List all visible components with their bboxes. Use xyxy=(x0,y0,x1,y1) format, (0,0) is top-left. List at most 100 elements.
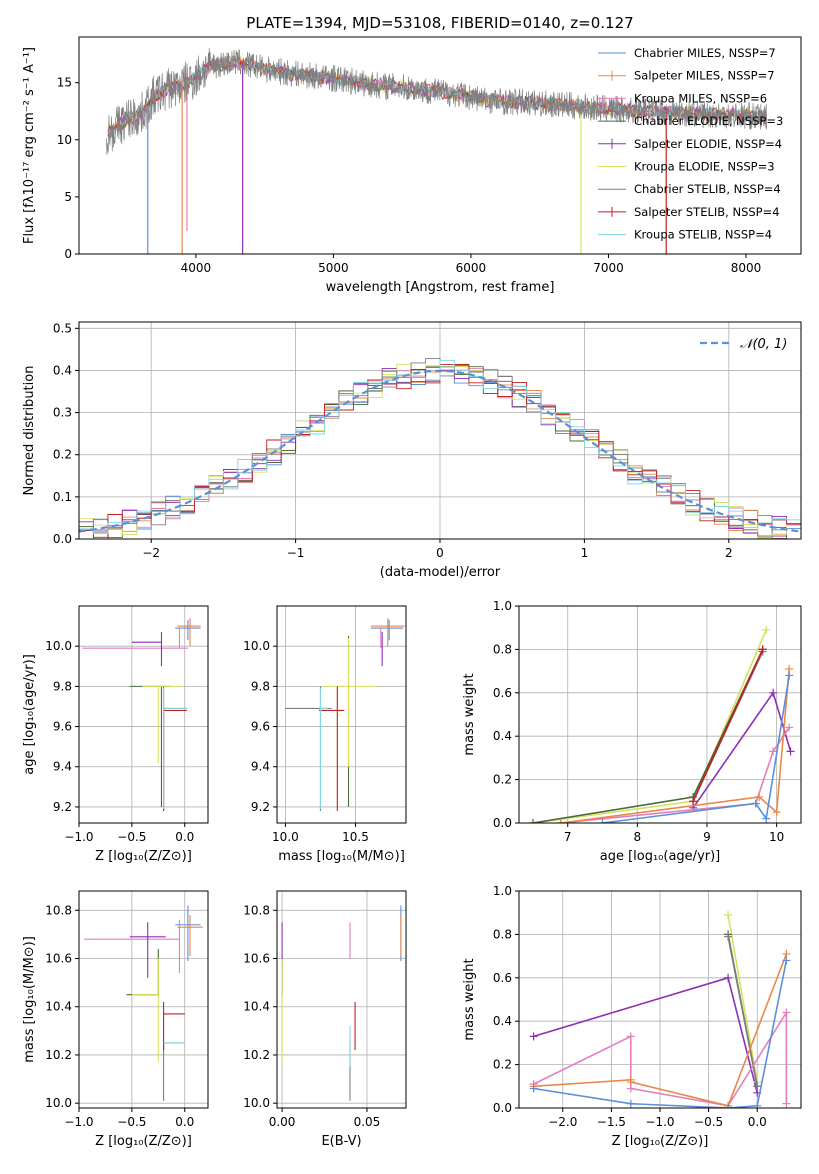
y-tick-label: 0.2 xyxy=(493,1058,512,1072)
y-tick-label: 0.6 xyxy=(493,686,512,700)
x-axis-label: Z [log₁₀(Z/Z⊙)] xyxy=(95,1134,192,1149)
legend-entry: Kroupa MILES, NSSP=6 xyxy=(634,91,767,105)
y-tick-label: 0.4 xyxy=(493,1014,512,1028)
mass-weight-line xyxy=(560,727,790,823)
x-tick-label: −1.0 xyxy=(645,1115,674,1129)
y-tick-label: 10.0 xyxy=(243,1096,270,1110)
y-tick-label: 5 xyxy=(64,190,72,204)
residual-histogram xyxy=(79,359,801,539)
y-tick-label: 15 xyxy=(57,76,72,90)
axes-frame xyxy=(518,605,802,824)
y-axis-label: age [log₁₀(age/yr)] xyxy=(22,654,37,775)
plus-marker xyxy=(772,808,781,817)
x-tick-label: 0.05 xyxy=(354,1115,381,1129)
axes-frame xyxy=(78,890,209,1109)
plus-marker xyxy=(785,671,794,680)
legend-entry: 𝒩(0, 1) xyxy=(740,337,787,352)
plus-marker xyxy=(786,747,795,756)
plus-marker xyxy=(724,1104,733,1108)
x-tick-label: 0 xyxy=(436,546,444,560)
axes-frame xyxy=(78,36,802,255)
y-axis-label: Normed distribution xyxy=(22,366,37,496)
y-tick-label: 10.4 xyxy=(243,1000,270,1014)
x-tick-label: 10.0 xyxy=(272,830,299,844)
plus-marker xyxy=(626,1077,635,1086)
x-axis-label: wavelength [Angstrom, rest frame] xyxy=(326,280,555,295)
y-tick-label: 10.8 xyxy=(45,903,72,917)
legend-entry: Salpeter MILES, NSSP=7 xyxy=(634,69,775,83)
y-tick-label: 9.6 xyxy=(251,720,270,734)
axes-frame xyxy=(78,605,209,824)
plus-marker xyxy=(753,1082,762,1091)
residual-histogram xyxy=(79,358,801,539)
y-tick-label: 0.6 xyxy=(493,971,512,985)
plus-marker xyxy=(769,747,778,756)
plus-marker xyxy=(529,1084,538,1093)
y-tick-label: 10.6 xyxy=(45,952,72,966)
plus-marker xyxy=(753,1101,762,1108)
x-axis-label: age [log₁₀(age/yr)] xyxy=(600,849,721,864)
mass-weight-vs-age-panel: 7 8 9 10 0.0 0.2 0.4 0.6 0.8 1.0 age [log₁₀(age/yr… xyxy=(462,599,802,864)
x-tick-label: 9 xyxy=(703,830,711,844)
plus-marker xyxy=(762,814,771,823)
plus-marker xyxy=(528,819,537,823)
y-tick-label: 0.0 xyxy=(53,532,72,546)
x-tick-label: −0.5 xyxy=(694,1115,723,1129)
mass-vs-EBV-panel: 0.00 0.05 10.0 10.2 10.4 10.6 10.8 E(B-V) xyxy=(243,890,407,1149)
plus-marker xyxy=(782,956,791,965)
plus-marker xyxy=(785,723,794,732)
x-tick-label: 8000 xyxy=(731,261,762,275)
x-tick-label: 8 xyxy=(634,830,642,844)
plus-marker xyxy=(755,792,764,801)
normal-curve xyxy=(79,369,801,533)
x-tick-label: 0.0 xyxy=(748,1115,767,1129)
plus-marker xyxy=(724,910,733,919)
x-tick-label: 2 xyxy=(725,546,733,560)
y-tick-label: 10.6 xyxy=(243,952,270,966)
legend-entry: Chabrier MILES, NSSP=7 xyxy=(634,46,776,60)
y-tick-label: 0.0 xyxy=(493,816,512,830)
x-tick-label: 4000 xyxy=(181,261,212,275)
legend-entry: Kroupa STELIB, NSSP=4 xyxy=(634,228,772,242)
plus-marker xyxy=(626,1099,635,1108)
legend-entry: Salpeter ELODIE, NSSP=4 xyxy=(634,137,782,151)
x-axis-label: Z [log₁₀(Z/Z⊙)] xyxy=(612,1134,709,1149)
data-spectrum xyxy=(106,48,767,156)
plus-marker xyxy=(782,1008,791,1017)
legend-entry: Kroupa ELODIE, NSSP=3 xyxy=(634,160,775,174)
axes-frame xyxy=(276,890,407,1109)
y-tick-label: 0.2 xyxy=(53,448,72,462)
mass-weight-line xyxy=(692,649,764,802)
mass-weight-line xyxy=(692,690,792,809)
y-tick-label: 9.4 xyxy=(53,760,72,774)
plus-marker xyxy=(598,819,607,823)
plus-marker xyxy=(769,688,778,697)
mass-vs-Z-panel: −1.0 −0.5 0.0 10.0 10.2 10.4 10.6 10.8 Z [log₁₀(… xyxy=(22,890,209,1149)
y-tick-label: 10.4 xyxy=(45,1000,72,1014)
x-tick-label: 5000 xyxy=(318,261,349,275)
plus-marker xyxy=(782,1099,791,1108)
mass-weight-line xyxy=(727,914,758,1083)
plus-marker xyxy=(751,799,760,808)
y-tick-label: 1.0 xyxy=(493,599,512,613)
y-tick-label: 0.4 xyxy=(53,363,72,377)
x-tick-label: 0.0 xyxy=(175,1115,194,1129)
x-tick-label: 10.5 xyxy=(342,830,369,844)
axes-frame xyxy=(276,605,407,824)
mass-weight-line xyxy=(533,976,758,1093)
y-tick-label: 10.0 xyxy=(45,639,72,653)
y-tick-label: 10.0 xyxy=(45,1096,72,1110)
y-tick-label: 9.2 xyxy=(251,800,270,814)
y-tick-label: 0.8 xyxy=(493,927,512,941)
figure-title: PLATE=1394, MJD=53108, FIBERID=0140, z=0… xyxy=(246,14,633,32)
y-tick-label: 10.8 xyxy=(243,903,270,917)
plus-marker xyxy=(556,819,565,823)
x-tick-label: −2.0 xyxy=(548,1115,577,1129)
plus-marker xyxy=(689,797,698,806)
residuals-panel: −2 −1 0 1 2 0.0 0.1 0.2 0.3 0.4 0.5 (data-model)/er… xyxy=(22,321,802,580)
y-tick-label: 0.3 xyxy=(53,406,72,420)
x-tick-label: 0.0 xyxy=(175,830,194,844)
x-tick-label: 6000 xyxy=(456,261,487,275)
x-tick-label: −0.5 xyxy=(117,1115,146,1129)
